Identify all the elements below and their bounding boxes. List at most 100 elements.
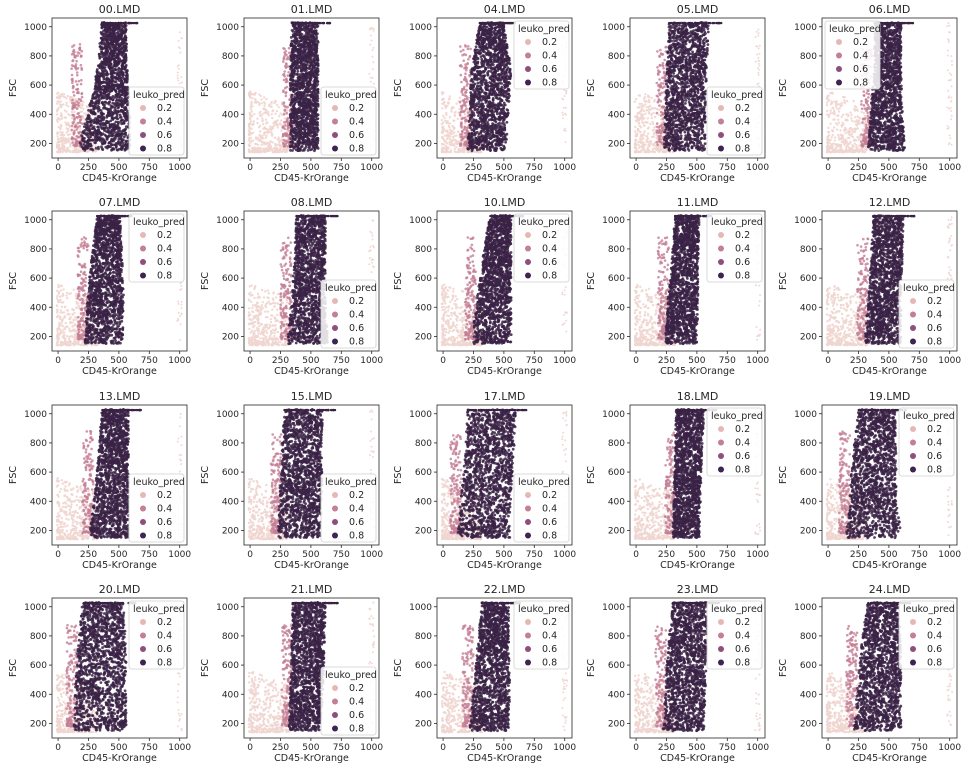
legend-marker bbox=[332, 685, 338, 691]
y-axis-label: FSC bbox=[393, 659, 404, 677]
y-tick-label: 600 bbox=[608, 468, 625, 478]
legend-marker bbox=[332, 698, 338, 705]
legend-entry: 0.4 bbox=[349, 310, 364, 321]
legend-entry: 0.6 bbox=[542, 257, 557, 268]
legend-title: leuko_pred bbox=[518, 217, 570, 228]
y-tick-label: 1000 bbox=[602, 410, 625, 420]
x-tick-label: 750 bbox=[333, 550, 350, 560]
x-tick-label: 250 bbox=[80, 550, 97, 560]
y-tick-label: 800 bbox=[415, 439, 432, 449]
legend-marker bbox=[836, 52, 842, 59]
y-tick-label: 1000 bbox=[794, 23, 817, 33]
x-axis-label: CD45-KrOrange bbox=[82, 753, 157, 764]
y-tick-label: 600 bbox=[608, 661, 625, 671]
x-tick-label: 1000 bbox=[938, 356, 961, 366]
legend-entry: 0.8 bbox=[349, 337, 364, 348]
y-axis-label: FSC bbox=[8, 466, 19, 484]
legend-marker bbox=[910, 632, 916, 639]
y-tick-label: 200 bbox=[608, 526, 625, 536]
legend-marker bbox=[910, 619, 916, 625]
legend-entry: 0.2 bbox=[735, 424, 750, 435]
y-tick-label: 200 bbox=[30, 332, 47, 342]
x-tick-label: 0 bbox=[825, 550, 831, 560]
x-tick-label: 250 bbox=[658, 356, 675, 366]
x-tick-label: 500 bbox=[302, 163, 319, 173]
y-axis-label: FSC bbox=[586, 659, 597, 677]
y-axis-label: FSC bbox=[200, 466, 211, 484]
x-tick-label: 500 bbox=[880, 743, 897, 753]
legend-marker bbox=[525, 492, 531, 498]
x-tick-label: 250 bbox=[80, 356, 97, 366]
y-tick-label: 400 bbox=[800, 110, 817, 120]
legend-entry: 0.2 bbox=[927, 296, 942, 307]
y-tick-label: 800 bbox=[608, 245, 625, 255]
scatter-points bbox=[55, 21, 183, 154]
legend-box bbox=[320, 473, 377, 543]
legend-marker bbox=[140, 519, 146, 525]
subplot-title: 00.LMD bbox=[99, 3, 141, 16]
x-axis-label: CD45-KrOrange bbox=[852, 560, 927, 571]
legend-entry: 0.4 bbox=[349, 697, 364, 708]
legend-entry: 0.8 bbox=[735, 465, 750, 476]
x-tick-label: 500 bbox=[688, 163, 705, 173]
legend: leuko_pred 0.2 0.4 0.6 0.8 bbox=[898, 279, 955, 349]
y-tick-label: 800 bbox=[222, 632, 239, 642]
legend-marker bbox=[718, 453, 724, 459]
y-tick-label: 1000 bbox=[409, 410, 432, 420]
legend-entry: 0.8 bbox=[157, 144, 172, 155]
x-axis-label: CD45-KrOrange bbox=[660, 753, 735, 764]
x-tick-label: 0 bbox=[55, 356, 61, 366]
x-tick-label: 750 bbox=[911, 743, 928, 753]
subplot-22.LMD: 22.LMD 0 250 500 750 1000 200 400 600 800 1000 CD45… bbox=[393, 583, 576, 764]
x-tick-label: 500 bbox=[110, 550, 127, 560]
subplot-20.LMD: 20.LMD 0 250 500 750 1000 200 400 600 800 1000 CD45… bbox=[8, 583, 191, 764]
legend-box bbox=[513, 213, 570, 283]
x-tick-label: 500 bbox=[688, 550, 705, 560]
axes-frame bbox=[51, 597, 188, 739]
axes-frame bbox=[436, 17, 573, 159]
y-tick-label: 800 bbox=[30, 632, 47, 642]
subplot-title: 21.LMD bbox=[291, 583, 333, 596]
x-tick-label: 1000 bbox=[553, 356, 576, 366]
x-tick-label: 0 bbox=[55, 163, 61, 173]
y-tick-label: 400 bbox=[222, 690, 239, 700]
y-tick-label: 800 bbox=[800, 52, 817, 62]
legend-entry: 0.4 bbox=[157, 117, 172, 128]
legend-title: leuko_pred bbox=[133, 477, 185, 488]
x-axis-label: CD45-KrOrange bbox=[82, 560, 157, 571]
x-tick-label: 0 bbox=[633, 743, 639, 753]
legend-entry: 0.4 bbox=[157, 631, 172, 642]
x-axis-label: CD45-KrOrange bbox=[467, 366, 542, 377]
subplot-17.LMD: 17.LMD 0 250 500 750 1000 200 400 600 800 1000 CD45… bbox=[393, 390, 576, 571]
legend-marker bbox=[332, 145, 338, 152]
legend-marker bbox=[718, 118, 724, 125]
y-tick-label: 800 bbox=[608, 632, 625, 642]
x-tick-label: 500 bbox=[495, 356, 512, 366]
legend-marker bbox=[525, 646, 531, 652]
legend-entry: 0.4 bbox=[735, 117, 750, 128]
legend-marker bbox=[140, 259, 146, 265]
legend-entry: 0.2 bbox=[157, 617, 172, 628]
y-tick-label: 1000 bbox=[602, 216, 625, 226]
legend-marker bbox=[332, 132, 338, 138]
x-axis-label: CD45-KrOrange bbox=[274, 560, 349, 571]
y-tick-label: 800 bbox=[800, 439, 817, 449]
legend-marker bbox=[525, 272, 531, 279]
x-axis-label: CD45-KrOrange bbox=[852, 366, 927, 377]
x-tick-label: 750 bbox=[333, 163, 350, 173]
y-axis-label: FSC bbox=[778, 272, 789, 290]
legend-box bbox=[320, 86, 377, 156]
legend: leuko_pred 0.2 0.4 0.6 0.8 bbox=[513, 20, 570, 90]
x-tick-label: 0 bbox=[247, 163, 253, 173]
legend-marker bbox=[718, 105, 724, 111]
y-tick-label: 400 bbox=[222, 303, 239, 313]
legend-entry: 0.6 bbox=[349, 323, 364, 334]
y-tick-label: 1000 bbox=[24, 603, 47, 613]
y-tick-label: 200 bbox=[222, 719, 239, 729]
subplot-11.LMD: 11.LMD 0 250 500 750 1000 200 400 600 800 1000 CD45… bbox=[586, 196, 769, 377]
subplot-title: 22.LMD bbox=[484, 583, 526, 596]
x-tick-label: 0 bbox=[633, 356, 639, 366]
legend-box bbox=[128, 213, 185, 283]
subplot-15.LMD: 15.LMD 0 250 500 750 1000 200 400 600 800 1000 CD45… bbox=[200, 390, 383, 571]
legend-entry: 0.6 bbox=[349, 130, 364, 141]
